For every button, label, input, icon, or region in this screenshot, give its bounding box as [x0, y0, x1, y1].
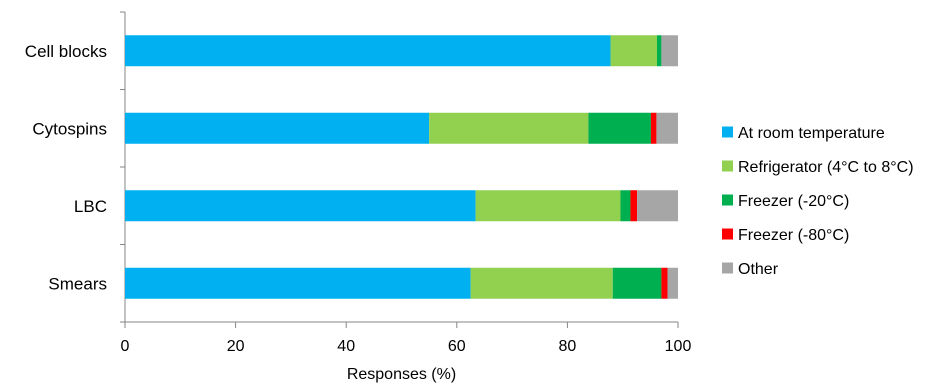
bar-segment: [125, 113, 429, 144]
bar-segment: [661, 268, 667, 299]
legend-label: Other: [738, 261, 779, 278]
legend-label: Freezer (-20°C): [738, 193, 849, 210]
bar-segment: [651, 113, 657, 144]
bar-segment: [657, 35, 661, 66]
bar-segment: [429, 113, 588, 144]
legend-swatch: [722, 229, 733, 240]
bar-segment: [125, 35, 611, 66]
category-label: Cell blocks: [25, 42, 107, 61]
bar-segment: [637, 190, 678, 221]
legend-swatch: [722, 127, 733, 138]
bar-segment: [661, 35, 678, 66]
x-tick-label: 100: [665, 338, 692, 355]
x-tick-label: 80: [559, 338, 577, 355]
legend-label: At room temperature: [738, 125, 885, 142]
legend-label: Refrigerator (4°C to 8°C): [738, 159, 914, 176]
legend-swatch: [722, 195, 733, 206]
bar-segment: [613, 268, 662, 299]
bar-segment: [125, 268, 471, 299]
bar-segment: [656, 113, 678, 144]
x-axis-title: Responses (%): [347, 366, 456, 383]
bar-segment: [630, 190, 637, 221]
legend-swatch: [722, 263, 733, 274]
bar-segment: [588, 113, 650, 144]
legend: At room temperature Refrigerator (4°C to …: [722, 125, 914, 278]
bar-segment: [667, 268, 678, 299]
category-label: Smears: [48, 274, 107, 293]
category-labels: Cell blocks Cytospins LBC Smears: [25, 42, 107, 294]
bar-segment: [611, 35, 657, 66]
bar-segment: [471, 268, 613, 299]
ticks: 0 20 40 60 80 100: [121, 322, 692, 355]
bar-segment: [620, 190, 630, 221]
category-label: Cytospins: [32, 119, 107, 138]
x-tick-label: 40: [337, 338, 355, 355]
legend-swatch: [722, 161, 733, 172]
bar-segment: [125, 190, 476, 221]
bars: [125, 35, 678, 299]
bar-segment: [476, 190, 621, 221]
x-tick-label: 60: [448, 338, 466, 355]
x-tick-label: 20: [227, 338, 245, 355]
category-label: LBC: [74, 197, 107, 216]
legend-label: Freezer (-80°C): [738, 227, 849, 244]
x-tick-label: 0: [121, 338, 130, 355]
